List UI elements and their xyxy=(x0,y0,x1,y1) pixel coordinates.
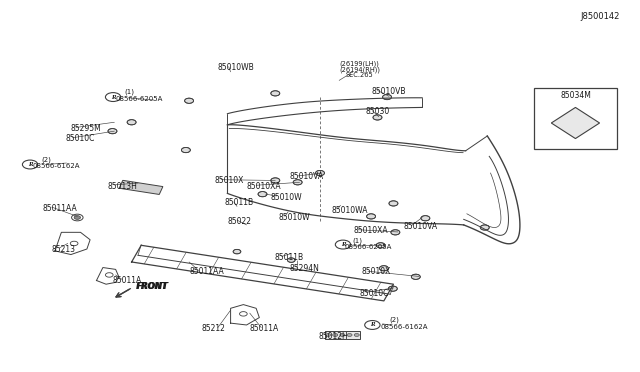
Text: 85010XA: 85010XA xyxy=(354,226,388,235)
Text: 85010X: 85010X xyxy=(362,267,391,276)
Circle shape xyxy=(365,321,380,330)
Circle shape xyxy=(391,230,400,235)
Text: R: R xyxy=(340,242,346,247)
Text: R: R xyxy=(111,94,115,100)
Text: J8500142: J8500142 xyxy=(580,12,620,21)
Text: FRONT: FRONT xyxy=(137,282,169,291)
Circle shape xyxy=(127,120,136,125)
Circle shape xyxy=(22,160,38,169)
Circle shape xyxy=(347,334,352,336)
Text: 85011AA: 85011AA xyxy=(42,204,77,213)
Text: 85294N: 85294N xyxy=(289,264,319,273)
Text: (1): (1) xyxy=(353,238,363,244)
Circle shape xyxy=(340,334,345,336)
Text: 85010VA: 85010VA xyxy=(403,222,437,231)
Circle shape xyxy=(184,98,193,103)
Circle shape xyxy=(412,274,420,279)
Circle shape xyxy=(316,170,324,176)
Circle shape xyxy=(376,243,385,248)
Text: 85022: 85022 xyxy=(227,217,252,226)
Text: 85010X: 85010X xyxy=(214,176,244,185)
Text: 08566-6162A: 08566-6162A xyxy=(33,163,80,169)
Text: 85012H: 85012H xyxy=(318,331,348,341)
Text: 85034M: 85034M xyxy=(560,91,591,100)
Circle shape xyxy=(74,216,81,219)
Circle shape xyxy=(373,115,382,120)
Text: 85013H: 85013H xyxy=(108,182,137,190)
Text: 85010XA: 85010XA xyxy=(246,182,281,190)
Circle shape xyxy=(181,147,190,153)
Bar xyxy=(119,180,163,195)
Circle shape xyxy=(380,266,388,271)
Circle shape xyxy=(325,334,330,336)
Circle shape xyxy=(335,240,351,249)
Text: 85010W: 85010W xyxy=(278,213,310,222)
Text: 85011A: 85011A xyxy=(113,276,141,285)
Circle shape xyxy=(106,93,121,102)
Text: 85010VA: 85010VA xyxy=(290,172,324,181)
Text: 85010C: 85010C xyxy=(66,134,95,144)
Text: 85212: 85212 xyxy=(202,324,226,333)
Circle shape xyxy=(271,178,280,183)
Circle shape xyxy=(354,334,359,336)
Circle shape xyxy=(258,192,267,197)
Circle shape xyxy=(389,201,398,206)
Text: 08566-6205A: 08566-6205A xyxy=(116,96,163,102)
Circle shape xyxy=(271,91,280,96)
Text: 85010WB: 85010WB xyxy=(218,63,255,72)
Text: (26199(LH)): (26199(LH)) xyxy=(339,60,379,67)
Text: (26194(RH)): (26194(RH)) xyxy=(339,66,380,73)
Circle shape xyxy=(333,334,338,336)
Text: (2): (2) xyxy=(389,317,399,323)
Text: 85213: 85213 xyxy=(52,244,76,253)
Text: 85010WA: 85010WA xyxy=(332,206,368,215)
Text: 85011AA: 85011AA xyxy=(189,267,224,276)
Text: 85011B: 85011B xyxy=(274,253,303,262)
Circle shape xyxy=(233,249,241,254)
Circle shape xyxy=(383,94,392,100)
Text: SEC.265: SEC.265 xyxy=(346,72,373,78)
Circle shape xyxy=(367,214,376,219)
Text: 85295M: 85295M xyxy=(71,124,102,133)
Text: R: R xyxy=(28,162,33,167)
Circle shape xyxy=(421,216,430,221)
Text: 85030: 85030 xyxy=(366,108,390,116)
Circle shape xyxy=(108,129,117,134)
Circle shape xyxy=(293,180,302,185)
Bar xyxy=(324,331,360,339)
Text: (2): (2) xyxy=(41,156,51,163)
Text: 08566-6162A: 08566-6162A xyxy=(381,324,428,330)
Text: (1): (1) xyxy=(124,89,134,96)
Text: R: R xyxy=(370,323,374,327)
Polygon shape xyxy=(551,108,600,138)
Text: 85011B: 85011B xyxy=(224,198,253,207)
Text: 85011A: 85011A xyxy=(250,324,279,333)
Circle shape xyxy=(480,225,489,230)
Text: FRONT: FRONT xyxy=(136,282,168,291)
Text: 85010VB: 85010VB xyxy=(371,87,406,96)
Bar xyxy=(534,88,617,149)
Circle shape xyxy=(388,286,397,291)
Circle shape xyxy=(287,258,295,262)
Text: 85010W: 85010W xyxy=(271,193,303,202)
Text: 08566-6205A: 08566-6205A xyxy=(344,244,392,250)
Text: 85010C: 85010C xyxy=(360,289,389,298)
